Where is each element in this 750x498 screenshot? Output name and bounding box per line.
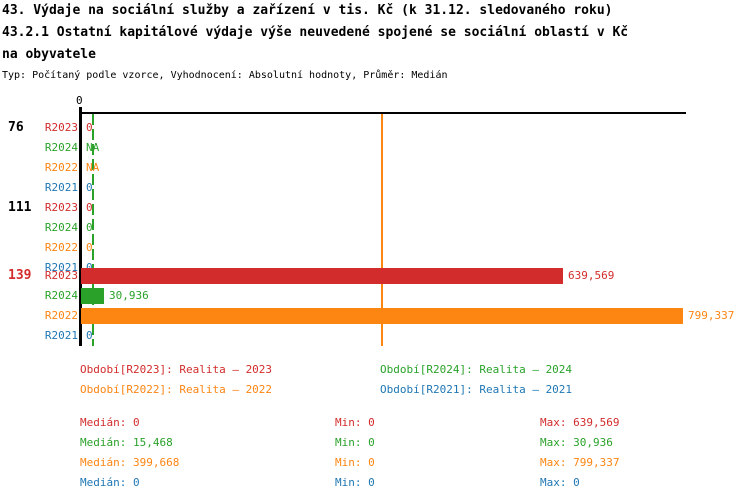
row-label-r2021-g139: R2021 bbox=[44, 329, 78, 342]
x-axis-tick-0: 0 bbox=[76, 94, 83, 107]
row-label-r2024-g111: R2024 bbox=[44, 221, 78, 234]
median-line-r2022 bbox=[381, 114, 383, 346]
value-label-r2021-g111: 0 bbox=[86, 258, 93, 278]
legend-item-r2024: Období[R2024]: Realita – 2024 bbox=[380, 363, 573, 376]
row-label-r2023-g139: R2023 bbox=[44, 269, 78, 282]
value-label-r2022-g139: 799,337 bbox=[688, 309, 735, 322]
y-axis-line bbox=[79, 107, 82, 346]
bar-chart: 0 76 R2023 0 R2024 NA R2022 NA R2021 0 111 R2023 0 R2… bbox=[0, 95, 750, 350]
value-label-r2023-g76: 0 bbox=[86, 121, 93, 134]
stat-median-r2023: Medián: 0 bbox=[80, 416, 140, 429]
row-label-r2021-g111: R2021 bbox=[44, 261, 78, 274]
value-label-r2022-g76: NA bbox=[86, 161, 100, 174]
stat-median-r2021: Medián: 0 bbox=[80, 476, 140, 489]
stat-max-r2024: Max: 30,936 bbox=[540, 436, 613, 449]
bar-r2024-g139 bbox=[81, 288, 104, 304]
stat-min-r2022: Min: 0 bbox=[335, 456, 375, 469]
row-label-r2022-g76: R2022 bbox=[44, 161, 78, 174]
stat-min-r2023: Min: 0 bbox=[335, 416, 375, 429]
value-label-r2024-g111: 0 bbox=[86, 221, 93, 234]
chart-subtitle-2: na obyvatele bbox=[2, 47, 96, 62]
value-label-r2023-g111: 0 bbox=[86, 201, 93, 214]
bar-r2023-g139 bbox=[81, 268, 563, 284]
stat-median-r2024: Medián: 15,468 bbox=[80, 436, 173, 449]
row-label-r2023-g111: R2023 bbox=[44, 201, 78, 214]
stat-min-r2024: Min: 0 bbox=[335, 436, 375, 449]
stat-max-r2023: Max: 639,569 bbox=[540, 416, 620, 429]
bar-r2022-g139 bbox=[81, 308, 683, 324]
legend-item-r2021: Období[R2021]: Realita – 2021 bbox=[380, 383, 573, 396]
value-label-r2023-g139: 639,569 bbox=[568, 269, 615, 282]
chart-subtitle: 43.2.1 Ostatní kapitálové výdaje výše ne… bbox=[2, 25, 629, 40]
chart-meta: Typ: Počítaný podle vzorce, Vyhodnocení:… bbox=[2, 70, 448, 81]
value-label-r2021-g139: 0 bbox=[86, 329, 93, 342]
group-label-111: 111 bbox=[8, 200, 32, 215]
row-label-r2024-g76: R2024 bbox=[44, 141, 78, 154]
value-label-r2021-g76: 0 bbox=[86, 181, 93, 194]
row-label-r2022-g111: R2022 bbox=[44, 241, 78, 254]
value-label-r2024-g76: NA bbox=[86, 141, 100, 154]
x-axis-line bbox=[80, 112, 686, 114]
stat-max-r2021: Max: 0 bbox=[540, 476, 580, 489]
row-label-r2023-g76: R2023 bbox=[44, 121, 78, 134]
row-label-r2024-g139: R2024 bbox=[44, 289, 78, 302]
value-label-r2022-g111: 0 bbox=[86, 241, 93, 254]
value-label-r2024-g139: 30,936 bbox=[109, 289, 149, 302]
row-label-r2021-g76: R2021 bbox=[44, 181, 78, 194]
stat-min-r2021: Min: 0 bbox=[335, 476, 375, 489]
legend-item-r2022: Období[R2022]: Realita – 2022 bbox=[80, 383, 273, 396]
median-line-r2024 bbox=[92, 114, 94, 346]
stat-median-r2022: Medián: 399,668 bbox=[80, 456, 180, 469]
group-label-139: 139 bbox=[8, 268, 32, 283]
legend-item-r2023: Období[R2023]: Realita – 2023 bbox=[80, 363, 273, 376]
group-label-76: 76 bbox=[8, 120, 24, 135]
stat-max-r2022: Max: 799,337 bbox=[540, 456, 620, 469]
chart-title: 43. Výdaje na sociální služby a zařízení… bbox=[2, 3, 613, 18]
row-label-r2022-g139: R2022 bbox=[44, 309, 78, 322]
